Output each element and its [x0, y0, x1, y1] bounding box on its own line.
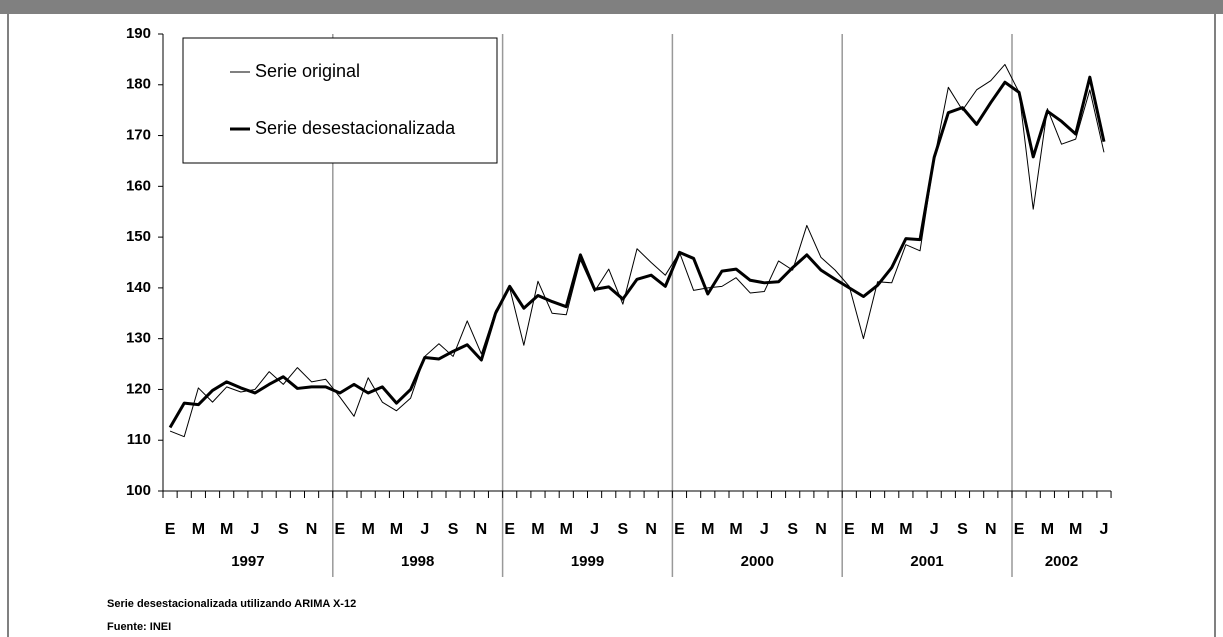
x-tick-label: S	[787, 521, 798, 538]
legend	[182, 37, 498, 164]
x-tick-label: J	[760, 521, 769, 538]
x-tick-label: J	[251, 521, 260, 538]
x-tick-label: E	[335, 521, 346, 538]
year-label: 1999	[571, 553, 604, 570]
y-tick-label: 160	[126, 177, 151, 194]
x-tick-label: S	[618, 521, 629, 538]
x-tick-label: N	[985, 521, 997, 538]
x-tick-label: M	[390, 521, 403, 538]
x-tick-label: M	[192, 521, 205, 538]
x-tick-label: N	[815, 521, 827, 538]
x-tick-label: N	[645, 521, 657, 538]
legend-label: Serie original	[255, 61, 360, 81]
x-tick-label: J	[420, 521, 429, 538]
x-tick-label: J	[1100, 521, 1109, 538]
x-tick-label: M	[531, 521, 544, 538]
x-tick-label: M	[1069, 521, 1082, 538]
x-tick-label: M	[871, 521, 884, 538]
year-label: 1997	[231, 553, 264, 570]
x-tick-label: J	[590, 521, 599, 538]
x-tick-label: S	[278, 521, 289, 538]
x-tick-label: M	[560, 521, 573, 538]
x-tick-label: E	[674, 521, 685, 538]
x-tick-label: S	[957, 521, 968, 538]
x-tick-label: J	[930, 521, 939, 538]
x-tick-label: S	[448, 521, 459, 538]
x-tick-label: M	[362, 521, 375, 538]
y-tick-label: 120	[126, 380, 151, 397]
x-tick-label: N	[306, 521, 318, 538]
y-tick-label: 140	[126, 279, 151, 296]
legend-label: Serie desestacionalizada	[255, 118, 456, 138]
x-tick-label: E	[1014, 521, 1025, 538]
x-tick-label: M	[701, 521, 714, 538]
x-tick-label: E	[165, 521, 176, 538]
x-tick-label: M	[729, 521, 742, 538]
x-tick-label: E	[844, 521, 855, 538]
x-tick-label: M	[1041, 521, 1054, 538]
series-line	[168, 75, 1106, 429]
y-tick-label: 150	[126, 228, 151, 245]
x-tick-label: M	[220, 521, 233, 538]
top-bar	[0, 0, 1223, 14]
year-label: 1998	[401, 553, 434, 570]
x-tick-label: N	[476, 521, 488, 538]
y-tick-label: 190	[126, 25, 151, 42]
y-tick-label: 180	[126, 76, 151, 93]
y-tick-label: 110	[127, 431, 151, 448]
series-line	[169, 63, 1105, 438]
year-label: 2000	[741, 553, 774, 570]
y-tick-label: 100	[126, 482, 151, 499]
y-tick-label: 170	[126, 127, 151, 144]
footnote: Serie desestacionalizada utilizando ARIM…	[107, 598, 356, 610]
x-tick-label: E	[504, 521, 515, 538]
year-label: 2002	[1045, 553, 1078, 570]
y-tick-label: 130	[126, 330, 151, 347]
footnote: Fuente: INEI	[107, 621, 171, 633]
x-tick-label: M	[899, 521, 912, 538]
year-label: 2001	[910, 553, 943, 570]
